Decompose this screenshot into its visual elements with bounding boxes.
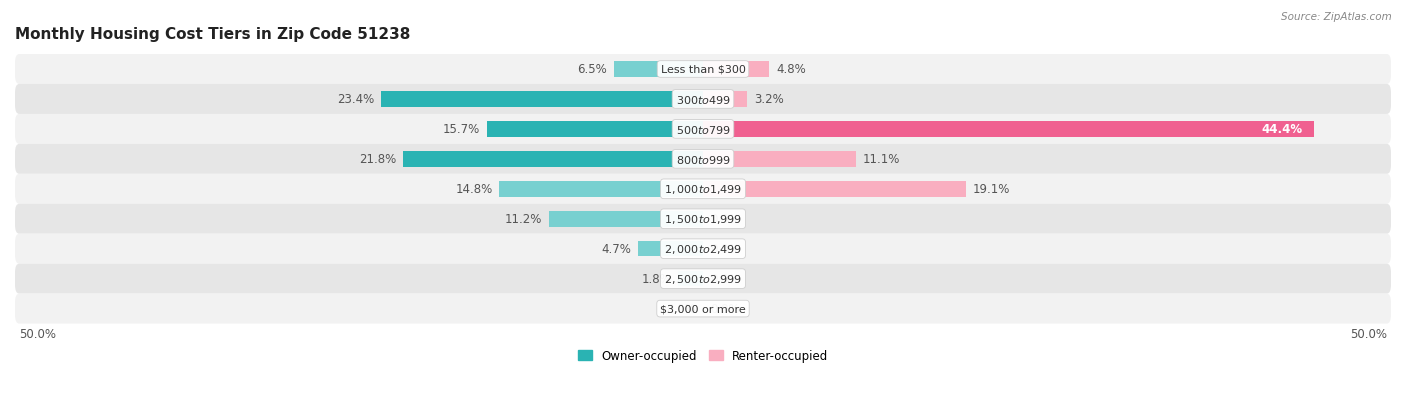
Text: 0.0%: 0.0% [710, 273, 740, 285]
FancyBboxPatch shape [15, 294, 1391, 324]
Text: Monthly Housing Cost Tiers in Zip Code 51238: Monthly Housing Cost Tiers in Zip Code 5… [15, 27, 411, 42]
Text: 11.2%: 11.2% [505, 213, 541, 225]
Text: 0.0%: 0.0% [710, 213, 740, 225]
FancyBboxPatch shape [15, 85, 1391, 115]
FancyBboxPatch shape [15, 204, 1391, 234]
Text: Source: ZipAtlas.com: Source: ZipAtlas.com [1281, 12, 1392, 22]
Text: 23.4%: 23.4% [337, 93, 374, 106]
Bar [703, 152, 856, 167]
FancyBboxPatch shape [15, 115, 1391, 145]
Text: $300 to $499: $300 to $499 [675, 94, 731, 106]
Text: 21.8%: 21.8% [359, 153, 396, 166]
Bar [548, 211, 703, 227]
Text: 15.7%: 15.7% [443, 123, 479, 136]
Text: 14.8%: 14.8% [456, 183, 492, 196]
Text: $1,500 to $1,999: $1,500 to $1,999 [664, 213, 742, 225]
Bar [703, 122, 1315, 138]
FancyBboxPatch shape [15, 264, 1391, 294]
Text: 4.8%: 4.8% [776, 63, 806, 76]
FancyBboxPatch shape [15, 55, 1391, 85]
FancyBboxPatch shape [15, 145, 1391, 174]
Bar [703, 92, 747, 107]
Text: 1.8%: 1.8% [641, 273, 671, 285]
FancyBboxPatch shape [15, 234, 1391, 264]
Bar [381, 92, 703, 107]
Text: 50.0%: 50.0% [1350, 328, 1386, 340]
Bar [703, 182, 966, 197]
Text: $2,000 to $2,499: $2,000 to $2,499 [664, 242, 742, 256]
Legend: Owner-occupied, Renter-occupied: Owner-occupied, Renter-occupied [572, 344, 834, 367]
Text: $3,000 or more: $3,000 or more [661, 304, 745, 314]
Bar [613, 62, 703, 78]
Bar [703, 62, 769, 78]
Text: $500 to $799: $500 to $799 [675, 123, 731, 135]
Text: 19.1%: 19.1% [973, 183, 1010, 196]
Text: 0.0%: 0.0% [710, 302, 740, 316]
Text: 44.4%: 44.4% [1261, 123, 1303, 136]
Text: $2,500 to $2,999: $2,500 to $2,999 [664, 273, 742, 285]
Text: 4.7%: 4.7% [602, 242, 631, 256]
Text: $800 to $999: $800 to $999 [675, 154, 731, 166]
Text: 6.5%: 6.5% [576, 63, 606, 76]
Text: 50.0%: 50.0% [20, 328, 56, 340]
Bar [499, 182, 703, 197]
Bar [486, 122, 703, 138]
FancyBboxPatch shape [15, 174, 1391, 204]
Bar [678, 271, 703, 287]
Bar [404, 152, 703, 167]
Text: $1,000 to $1,499: $1,000 to $1,499 [664, 183, 742, 196]
Text: 0.0%: 0.0% [710, 242, 740, 256]
Bar [638, 241, 703, 257]
Text: Less than $300: Less than $300 [661, 65, 745, 75]
Text: 0.0%: 0.0% [666, 302, 696, 316]
Text: 3.2%: 3.2% [754, 93, 783, 106]
Text: 11.1%: 11.1% [863, 153, 900, 166]
